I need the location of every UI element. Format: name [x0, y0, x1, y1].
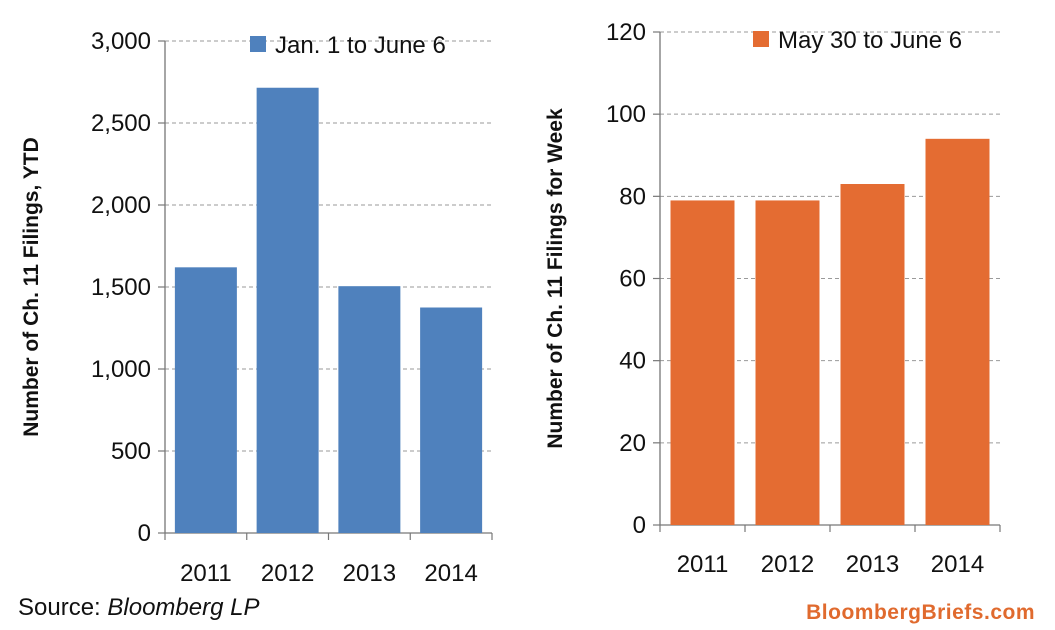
- x-tick-label: 2013: [846, 551, 899, 578]
- y-tick-label: 0: [138, 520, 151, 547]
- source-name: Bloomberg LP: [107, 594, 260, 621]
- x-tick-label: 2014: [424, 560, 477, 587]
- x-tick-label: 2012: [261, 560, 314, 587]
- brand-watermark: BloombergBriefs.com: [806, 601, 1035, 624]
- y-tick-label: 60: [619, 266, 646, 293]
- y-tick-label: 1,000: [91, 356, 151, 383]
- bar: [755, 200, 820, 526]
- bar: [840, 184, 905, 525]
- y-tick-label: 40: [619, 348, 646, 375]
- x-tick-label: 2013: [343, 560, 396, 587]
- y-tick-label: 500: [111, 438, 151, 465]
- legend-label: Jan. 1 to June 6: [275, 32, 446, 59]
- y-tick-label: 100: [606, 101, 646, 128]
- legend-label: May 30 to June 6: [778, 27, 962, 54]
- legend-swatch: [250, 36, 266, 52]
- y-tick-label: 1,500: [91, 274, 151, 301]
- bar: [420, 307, 483, 533]
- x-tick-label: 2011: [677, 551, 729, 578]
- bar: [174, 267, 237, 533]
- y-tick-label: 120: [606, 19, 646, 46]
- y-tick-label: 80: [619, 183, 646, 210]
- bar: [925, 138, 990, 526]
- y-tick-label: 2,500: [91, 110, 151, 137]
- source-note: Source: Bloomberg LP: [18, 594, 260, 621]
- y-tick-label: 0: [633, 512, 646, 539]
- y-axis-title: Number of Ch. 11 Filings for Week: [544, 108, 567, 449]
- y-tick-label: 2,000: [91, 192, 151, 219]
- x-tick-label: 2014: [931, 551, 984, 578]
- bar: [670, 200, 735, 526]
- bar: [256, 87, 319, 534]
- x-tick-label: 2012: [761, 551, 814, 578]
- x-tick-label: 2011: [180, 560, 232, 587]
- y-tick-label: 3,000: [91, 28, 151, 55]
- y-axis-title: Number of Ch. 11 Filings, YTD: [20, 137, 43, 437]
- y-tick-label: 20: [619, 430, 646, 457]
- legend-swatch: [753, 31, 769, 47]
- bar: [338, 286, 401, 533]
